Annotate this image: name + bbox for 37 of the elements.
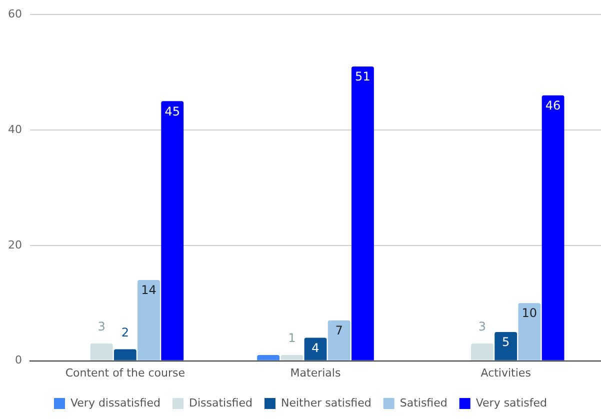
- data-label: 51: [355, 70, 370, 84]
- bar: [114, 349, 136, 360]
- bar: [494, 332, 518, 360]
- x-tick-label: Content of the course: [65, 366, 186, 380]
- data-label: 45: [164, 104, 180, 118]
- data-label: 7: [335, 324, 343, 338]
- bar: [138, 280, 160, 360]
- bar: [518, 303, 541, 360]
- y-tick-label: 60: [8, 7, 22, 20]
- y-tick-label: 20: [8, 238, 22, 252]
- data-label: 3: [98, 320, 106, 334]
- bar: [471, 343, 494, 360]
- data-label: 46: [545, 98, 561, 113]
- x-tick-label: Materials: [290, 366, 341, 380]
- data-label: 3: [478, 320, 486, 334]
- y-tick-label: 40: [8, 122, 22, 136]
- bar: [328, 320, 350, 360]
- data-label: 5: [502, 335, 510, 350]
- data-label: 10: [522, 306, 538, 320]
- x-tick-label: Activities: [480, 366, 532, 380]
- legend-label: Neither satisfied: [280, 396, 372, 410]
- bar: [351, 66, 374, 360]
- legend-label: Satisfied: [400, 396, 448, 410]
- data-label: 2: [121, 325, 129, 340]
- bar: [161, 101, 184, 360]
- bar: [90, 343, 113, 360]
- legend-label: Very satisfed: [476, 396, 548, 410]
- bar: [542, 95, 564, 360]
- legend-label: Very dissatisfied: [70, 396, 160, 410]
- bar: [257, 355, 280, 360]
- data-label: 1: [288, 331, 296, 346]
- bar: [280, 355, 304, 360]
- data-label: 4: [312, 340, 320, 355]
- data-label: 14: [141, 283, 156, 298]
- y-tick-label: 0: [14, 354, 22, 367]
- legend-label: Dissatisfied: [188, 396, 252, 410]
- bar: [304, 338, 327, 360]
